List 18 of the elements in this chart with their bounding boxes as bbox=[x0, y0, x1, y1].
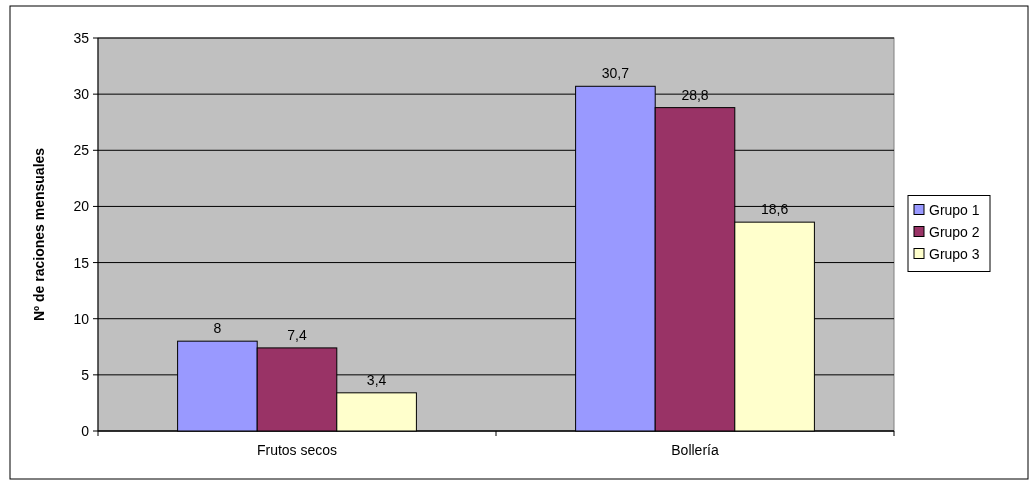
y-axis-title: Nº de raciones mensuales bbox=[31, 147, 47, 322]
data-label: 3,4 bbox=[366, 371, 387, 388]
legend-label: Grupo 2 bbox=[929, 223, 980, 240]
y-tick-label: 35 bbox=[73, 30, 90, 46]
data-label: 7,4 bbox=[287, 326, 307, 343]
y-tick-label: 5 bbox=[81, 366, 90, 383]
y-tick-label: 0 bbox=[81, 423, 90, 439]
legend-label: Grupo 3 bbox=[929, 245, 980, 262]
y-tick-label: 20 bbox=[73, 198, 90, 215]
data-label: 30,7 bbox=[601, 65, 630, 82]
y-tick-label: 15 bbox=[73, 254, 90, 271]
x-tick-label: Frutos secos bbox=[256, 442, 338, 458]
y-tick-label: 25 bbox=[73, 142, 90, 159]
legend-label: Grupo 1 bbox=[929, 201, 980, 218]
data-label: 8 bbox=[213, 320, 222, 337]
x-tick-label: Bollería bbox=[671, 442, 719, 458]
y-tick-label: 10 bbox=[73, 310, 90, 327]
y-tick-label: 30 bbox=[73, 86, 90, 103]
